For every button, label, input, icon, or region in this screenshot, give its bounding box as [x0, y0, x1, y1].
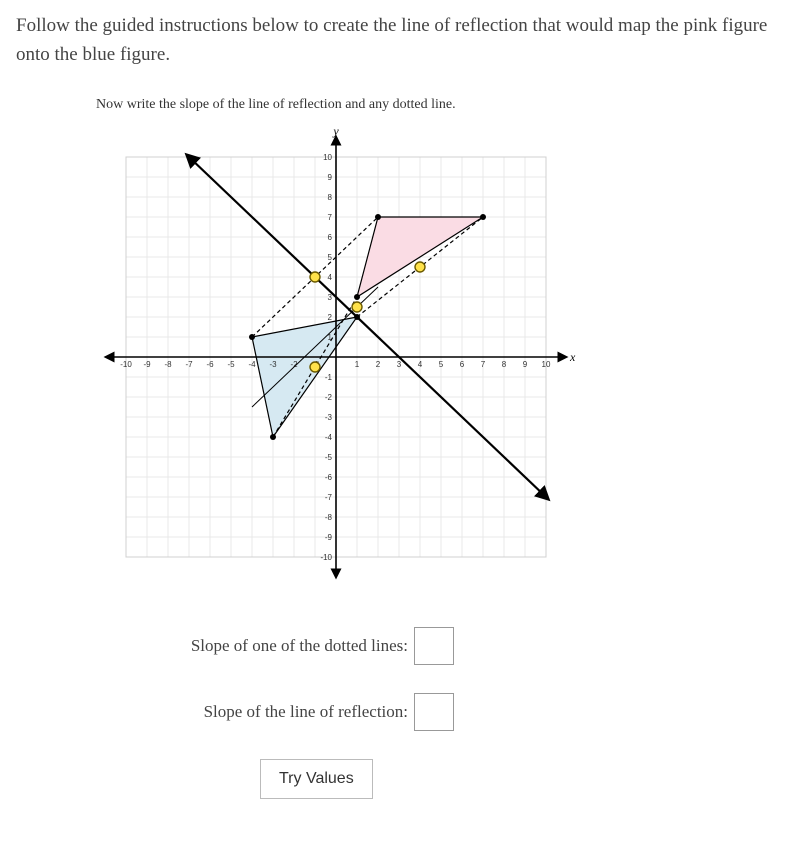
intro-text: Follow the guided instructions below to … — [16, 12, 776, 69]
svg-text:-6: -6 — [325, 473, 333, 482]
svg-text:-2: -2 — [325, 393, 333, 402]
svg-text:-7: -7 — [325, 493, 333, 502]
reflection-slope-input[interactable] — [414, 693, 454, 731]
svg-text:-9: -9 — [325, 533, 333, 542]
svg-text:4: 4 — [418, 360, 423, 369]
svg-text:6: 6 — [460, 360, 465, 369]
coordinate-plane: -10 -9 -8 -7 -6 -5 -4 -3 -2 -1 1 2 3 4 5 6 7 8 9 10 -10 -9 -8 -… — [96, 127, 783, 587]
svg-text:9: 9 — [328, 173, 333, 182]
svg-text:-7: -7 — [185, 360, 193, 369]
svg-text:5: 5 — [328, 253, 333, 262]
svg-text:8: 8 — [502, 360, 507, 369]
dotted-slope-label: Slope of one of the dotted lines: — [16, 636, 414, 656]
reflection-slope-label: Slope of the line of reflection: — [16, 702, 414, 722]
svg-text:7: 7 — [481, 360, 486, 369]
step-text: Now write the slope of the line of refle… — [96, 97, 783, 113]
svg-text:4: 4 — [328, 273, 333, 282]
svg-text:-8: -8 — [164, 360, 172, 369]
dotted-slope-row: Slope of one of the dotted lines: — [16, 627, 783, 665]
svg-text:-5: -5 — [227, 360, 235, 369]
svg-text:-3: -3 — [325, 413, 333, 422]
svg-text:-5: -5 — [325, 453, 333, 462]
svg-text:-1: -1 — [325, 373, 333, 382]
try-values-button[interactable]: Try Values — [260, 759, 373, 799]
svg-text:10: 10 — [542, 360, 551, 369]
svg-text:6: 6 — [328, 233, 333, 242]
svg-text:5: 5 — [439, 360, 444, 369]
svg-text:-3: -3 — [269, 360, 277, 369]
svg-text:8: 8 — [328, 193, 333, 202]
svg-text:1: 1 — [355, 360, 360, 369]
svg-text:2: 2 — [328, 313, 333, 322]
svg-text:-10: -10 — [320, 553, 332, 562]
svg-text:x: x — [569, 350, 576, 364]
svg-text:9: 9 — [523, 360, 528, 369]
svg-text:-4: -4 — [248, 360, 256, 369]
reflection-slope-row: Slope of the line of reflection: — [16, 693, 783, 731]
svg-text:-6: -6 — [206, 360, 214, 369]
svg-text:-8: -8 — [325, 513, 333, 522]
svg-text:2: 2 — [376, 360, 381, 369]
dotted-slope-input[interactable] — [414, 627, 454, 665]
svg-text:-4: -4 — [325, 433, 333, 442]
svg-text:y: y — [332, 127, 339, 138]
svg-text:3: 3 — [397, 360, 402, 369]
svg-text:7: 7 — [328, 213, 333, 222]
svg-text:10: 10 — [323, 153, 332, 162]
svg-text:-10: -10 — [120, 360, 132, 369]
svg-text:-9: -9 — [143, 360, 151, 369]
